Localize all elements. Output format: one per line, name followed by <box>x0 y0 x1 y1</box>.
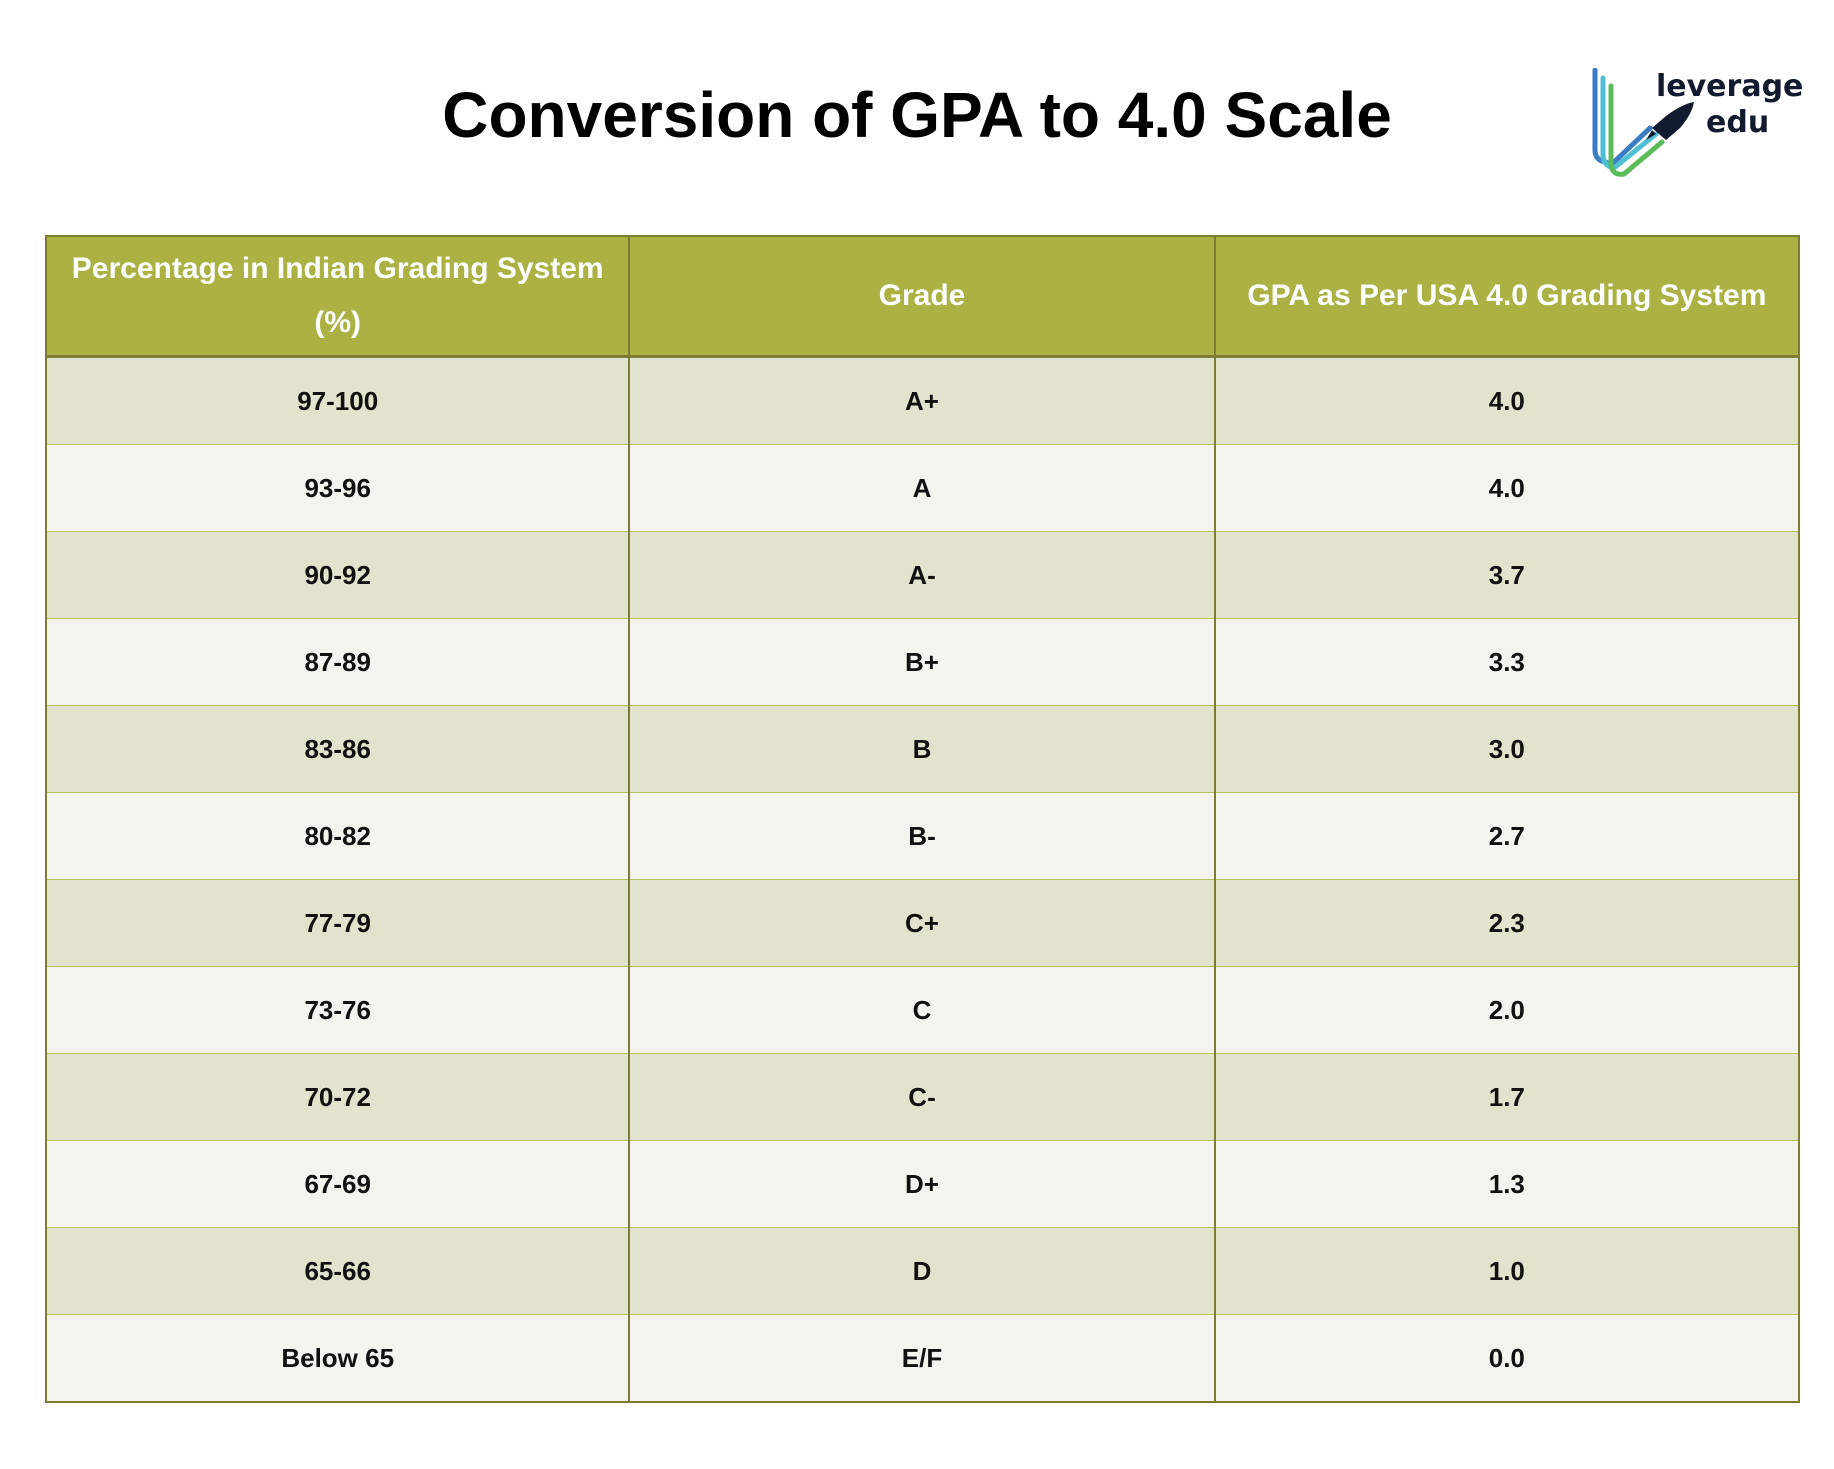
table-row: 83-86 B 3.0 <box>44 705 1801 793</box>
cell-percentage: 87-89 <box>44 618 631 706</box>
cell-grade: B+ <box>628 618 1216 706</box>
cell-grade: D+ <box>628 1140 1216 1228</box>
cell-gpa: 0.0 <box>1213 1314 1801 1403</box>
cell-gpa: 4.0 <box>1213 356 1801 445</box>
svg-text:leverage: leverage <box>1656 69 1803 104</box>
cell-grade: B- <box>628 792 1216 880</box>
cell-grade: B <box>628 705 1216 793</box>
cell-grade: A <box>628 444 1216 532</box>
svg-text:edu: edu <box>1706 105 1769 140</box>
table-row: 67-69 D+ 1.3 <box>44 1140 1801 1228</box>
cell-grade: C <box>628 966 1216 1054</box>
cell-percentage: 67-69 <box>44 1140 631 1228</box>
table-row: 73-76 C 2.0 <box>44 966 1801 1054</box>
table-row: 97-100 A+ 4.0 <box>44 356 1801 445</box>
cell-grade: C+ <box>628 879 1216 967</box>
cell-gpa: 3.3 <box>1213 618 1801 706</box>
table-row: 93-96 A 4.0 <box>44 444 1801 532</box>
cell-grade: D <box>628 1227 1216 1315</box>
cell-gpa: 1.0 <box>1213 1227 1801 1315</box>
table-row: Below 65 E/F 0.0 <box>44 1314 1801 1403</box>
cell-percentage: 97-100 <box>44 356 631 445</box>
header-gpa: GPA as Per USA 4.0 Grading System <box>1213 236 1801 358</box>
table-row: 70-72 C- 1.7 <box>44 1053 1801 1141</box>
cell-grade: A- <box>628 531 1216 619</box>
table-row: 65-66 D 1.0 <box>44 1227 1801 1315</box>
table-row: 87-89 B+ 3.3 <box>44 618 1801 706</box>
cell-percentage: 77-79 <box>44 879 631 967</box>
table-header-row: Percentage in Indian Grading System (%) … <box>44 236 1801 358</box>
header-grade: Grade <box>628 236 1216 358</box>
cell-percentage: 70-72 <box>44 1053 631 1141</box>
cell-percentage: 73-76 <box>44 966 631 1054</box>
cell-gpa: 2.3 <box>1213 879 1801 967</box>
cell-percentage: 90-92 <box>44 531 631 619</box>
page-title: Conversion of GPA to 4.0 Scale <box>442 79 1392 151</box>
table-row: 90-92 A- 3.7 <box>44 531 1801 619</box>
cell-grade: C- <box>628 1053 1216 1141</box>
table-row: 80-82 B- 2.7 <box>44 792 1801 880</box>
cell-gpa: 3.7 <box>1213 531 1801 619</box>
cell-percentage: 80-82 <box>44 792 631 880</box>
rocket-icon <box>1646 102 1694 140</box>
cell-gpa: 2.7 <box>1213 792 1801 880</box>
table-row: 77-79 C+ 2.3 <box>44 879 1801 967</box>
cell-gpa: 1.7 <box>1213 1053 1801 1141</box>
cell-gpa: 3.0 <box>1213 705 1801 793</box>
header-percentage: Percentage in Indian Grading System (%) <box>44 236 631 358</box>
gpa-conversion-table: Percentage in Indian Grading System (%) … <box>44 235 1801 1403</box>
cell-grade: E/F <box>628 1314 1216 1403</box>
leverage-edu-logo: leverage edu <box>1592 68 1803 177</box>
cell-percentage: Below 65 <box>44 1314 631 1403</box>
cell-percentage: 83-86 <box>44 705 631 793</box>
cell-gpa: 4.0 <box>1213 444 1801 532</box>
cell-gpa: 2.0 <box>1213 966 1801 1054</box>
cell-gpa: 1.3 <box>1213 1140 1801 1228</box>
cell-percentage: 93-96 <box>44 444 631 532</box>
cell-grade: A+ <box>628 356 1216 445</box>
cell-percentage: 65-66 <box>44 1227 631 1315</box>
